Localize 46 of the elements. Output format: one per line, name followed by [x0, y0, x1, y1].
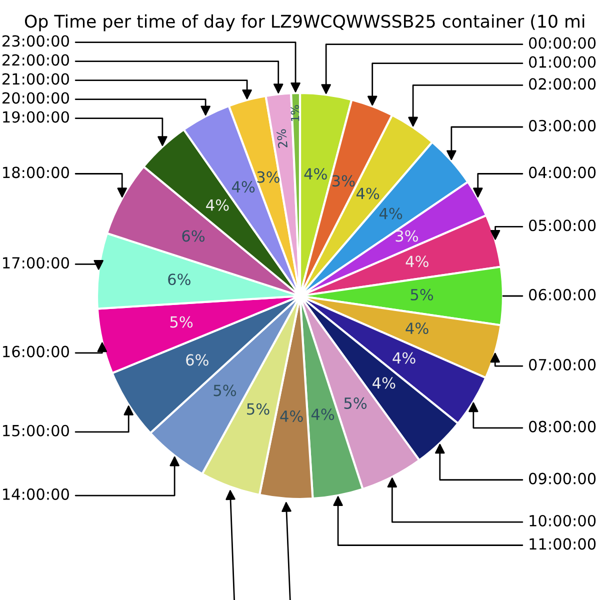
slice-label: 18:00:00	[3, 166, 69, 178]
data-label: 4%	[356, 188, 380, 200]
slice-label: 21:00:00	[2, 73, 69, 85]
slice-label: 15:00:00	[3, 424, 69, 436]
data-label: 5%	[170, 316, 193, 328]
slice-label: 19:00:00	[3, 111, 69, 123]
slice-label: 01:00:00	[529, 56, 596, 68]
data-label: 5%	[410, 288, 434, 300]
slice-label: 08:00:00	[529, 420, 596, 432]
data-label: 4%	[406, 322, 428, 334]
slice-label: 03:00:00	[529, 120, 596, 132]
data-label: 5%	[247, 403, 270, 415]
slice-label: 22:00:00	[2, 54, 69, 66]
data-label: 4%	[379, 208, 402, 220]
data-label: 6%	[168, 274, 190, 286]
slice-label: 20:00:00	[2, 92, 69, 104]
data-label: 3%	[332, 175, 355, 187]
slice-label: 11:00:00	[530, 538, 596, 550]
data-label: 6%	[186, 354, 208, 366]
data-label: 1%	[290, 105, 300, 122]
slice-label: 14:00:00	[3, 488, 69, 500]
slice-label: 16:00:00	[3, 346, 69, 358]
slice-label: 02:00:00	[529, 78, 596, 90]
data-label: 6%	[182, 230, 205, 242]
slice-label: 04:00:00	[529, 166, 596, 178]
data-label: 4%	[406, 256, 428, 268]
data-label: 4%	[392, 352, 416, 364]
data-label: 4%	[206, 199, 229, 211]
data-label: 4%	[232, 181, 255, 193]
slice-label: 23:00:00	[2, 35, 69, 47]
slice-label: 17:00:00	[3, 257, 69, 269]
slice-label: 10:00:00	[530, 514, 596, 527]
data-label: 4%	[311, 408, 334, 420]
data-label: 5%	[344, 397, 367, 409]
data-label: 3%	[396, 230, 418, 242]
slice-label: 05:00:00	[529, 220, 596, 232]
data-label: 4%	[280, 410, 303, 422]
data-label: 4%	[372, 377, 396, 389]
data-label: 4%	[304, 168, 327, 180]
data-label: 5%	[214, 384, 236, 396]
chart-title: Op Time per time of day for LZ9WCQWWSSB25 container (10 mi	[24, 14, 584, 32]
data-label: 2%	[276, 129, 288, 148]
slice-label: 06:00:00	[529, 288, 596, 300]
slice-label: 09:00:00	[529, 472, 596, 484]
slice-label: 00:00:00	[529, 37, 596, 49]
slice-label: 07:00:00	[529, 358, 596, 370]
